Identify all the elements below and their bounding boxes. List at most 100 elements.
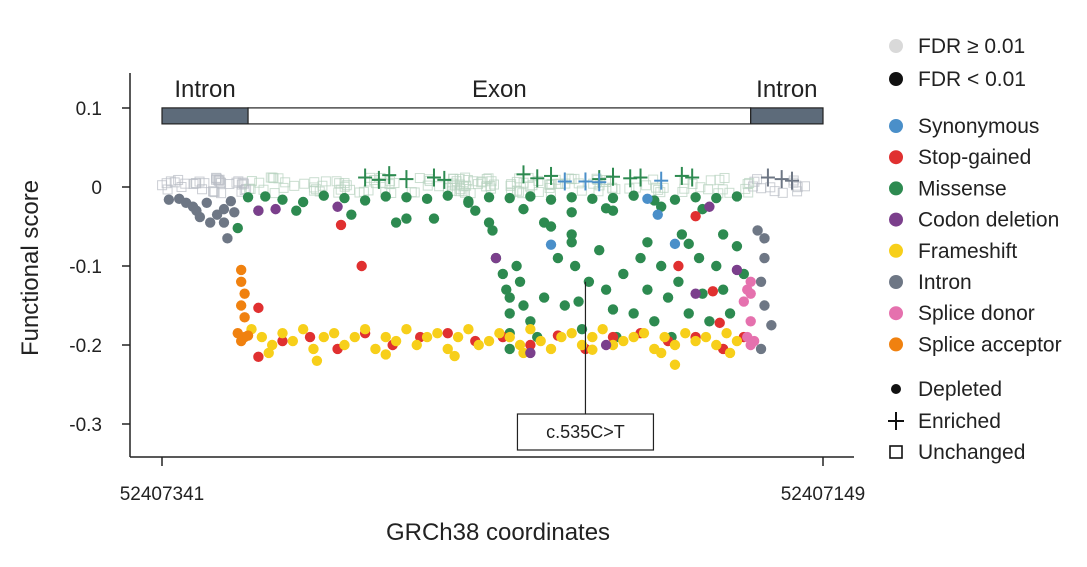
depleted-marker: [569, 260, 581, 272]
x-axis-title: GRCh38 coordinates: [386, 519, 610, 546]
depleted-marker: [559, 300, 570, 311]
unchanged-marker: [406, 187, 417, 198]
unchanged-marker: [339, 181, 350, 192]
legend-category-marker: [889, 181, 903, 196]
depleted-marker: [370, 343, 381, 355]
unchanged-marker: [209, 187, 220, 198]
depleted-marker: [390, 335, 402, 347]
depleted-marker: [218, 217, 230, 228]
unchanged-marker: [309, 177, 320, 188]
depleted-marker: [659, 331, 670, 343]
enriched-marker: [578, 172, 593, 191]
unchanged-marker: [317, 180, 328, 191]
depleted-marker: [669, 194, 681, 205]
legend-category-label: Stop-gained: [918, 146, 1031, 169]
depleted-marker: [731, 264, 743, 276]
depleted-marker: [755, 276, 767, 287]
legend-shape-label: Unchanged: [918, 441, 1025, 464]
gene-structure: Intron Exon Intron: [161, 76, 824, 125]
depleted-marker: [545, 239, 557, 250]
unchanged-marker: [460, 172, 471, 183]
unchanged-marker: [299, 178, 310, 189]
depleted-marker: [291, 205, 302, 216]
depleted-marker: [253, 302, 264, 314]
depleted-marker: [724, 308, 736, 319]
depleted-marker: [308, 343, 319, 355]
depleted-marker: [511, 260, 522, 272]
depleted-marker: [359, 195, 371, 206]
depleted-marker: [669, 339, 681, 351]
depleted-marker: [359, 324, 371, 335]
unchanged-marker: [414, 173, 425, 184]
intron-block: [750, 107, 824, 125]
unchanged-marker: [752, 174, 763, 185]
depleted-marker: [535, 335, 546, 347]
depleted-marker: [655, 347, 667, 359]
unchanged-marker: [169, 177, 180, 188]
depleted-marker: [260, 191, 271, 202]
exon-block: [247, 107, 752, 125]
depleted-marker: [380, 349, 391, 360]
unchanged-marker: [190, 178, 201, 189]
depleted-marker: [277, 327, 288, 339]
depleted-marker: [463, 324, 474, 335]
legend-shape-enriched: [888, 412, 904, 430]
legend: FDR ≥ 0.01 FDR < 0.01 Synonymous Stop-gaine…: [888, 35, 1062, 464]
depleted-marker: [717, 284, 729, 295]
y-tick-label: -0.1: [69, 257, 102, 278]
depleted-marker: [201, 197, 212, 208]
depleted-marker: [600, 339, 612, 351]
depleted-marker: [607, 304, 619, 315]
depleted-marker: [297, 196, 309, 208]
depleted-marker: [545, 194, 557, 205]
unchanged-marker: [481, 173, 492, 184]
unchanged-marker: [765, 182, 776, 193]
depleted-marker: [556, 331, 567, 343]
depleted-marker: [297, 324, 309, 335]
depleted-marker: [514, 276, 526, 287]
depleted-marker: [390, 217, 402, 228]
unchanged-marker: [648, 174, 659, 185]
unchanged-marker: [461, 180, 472, 191]
depleted-marker: [642, 284, 653, 295]
depleted-marker: [346, 209, 357, 220]
depleted-marker: [759, 300, 770, 311]
depleted-marker: [235, 300, 247, 311]
depleted-marker: [239, 312, 250, 323]
depleted-marker: [401, 324, 412, 335]
depleted-marker: [731, 191, 743, 202]
enriched-marker: [633, 168, 648, 187]
legend-category-marker: [889, 275, 903, 289]
x-tick-label: 52407341: [120, 484, 205, 505]
depleted-marker: [525, 347, 536, 359]
depleted-marker: [277, 335, 288, 347]
unchanged-marker: [334, 178, 345, 189]
depleted-marker: [470, 205, 481, 216]
depleted-marker: [545, 343, 557, 355]
depleted-marker: [504, 343, 515, 355]
enriched-marker: [557, 172, 572, 191]
unchanged-marker: [703, 184, 714, 195]
depleted-marker: [745, 339, 756, 351]
depleted-marker: [652, 209, 663, 220]
depleted-marker: [662, 292, 674, 303]
depleted-marker: [428, 213, 440, 224]
depleted-marker: [235, 276, 247, 287]
depleted-marker: [504, 292, 515, 303]
depleted-marker: [673, 260, 684, 272]
unchanged-marker: [231, 177, 242, 188]
unchanged-marker: [194, 176, 205, 187]
depleted-marker: [628, 331, 639, 343]
unchanged-marker: [533, 186, 544, 197]
legend-shape-label: Enriched: [918, 410, 1001, 433]
enriched-marker: [399, 170, 414, 189]
legend-category-label: Synonymous: [918, 115, 1039, 138]
depleted-marker: [538, 292, 550, 303]
depleted-marker: [318, 190, 330, 201]
unchanged-marker: [267, 172, 278, 183]
annotation-box: [516, 413, 655, 451]
unchanged-marker: [576, 185, 587, 196]
depleted-marker: [277, 194, 288, 205]
depleted-marker: [566, 229, 577, 240]
